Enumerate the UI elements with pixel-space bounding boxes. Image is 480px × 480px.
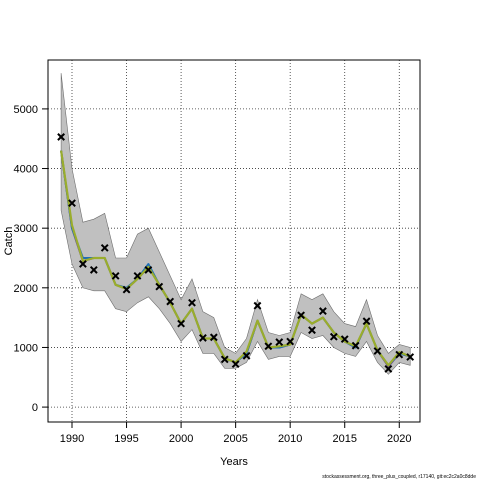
observed-point [329,332,338,341]
x-tick-label: 2000 [169,433,193,445]
observed-point [209,333,218,342]
series-lines-group [60,150,411,368]
observed-point [133,271,142,280]
y-tick-label: 1000 [14,342,38,354]
observed-point [395,350,404,359]
observed-point [384,365,393,373]
observed-point [340,335,349,344]
observed-point [199,334,207,342]
observed-point [57,133,65,141]
y-axis-title: Catch [3,227,15,256]
observed-point [275,338,284,346]
observed-point [100,243,109,252]
footnote-credit: stockassessment.org, three_plus_coupled,… [322,474,476,480]
x-axis: 1990 1995 2000 2005 2010 2015 2020 [60,422,412,445]
observed-point [166,297,175,306]
observed-point [242,351,251,360]
observed-point [122,285,131,294]
observed-point [319,307,327,315]
observed-point [177,319,185,328]
y-tick-label: 5000 [14,104,38,116]
confidence-band-group [60,73,411,375]
x-tick-label: 2015 [332,433,356,445]
x-axis-title: Years [220,456,248,468]
observed-point [373,347,382,355]
x-tick-label: 2005 [223,433,247,445]
observed-point [264,342,273,351]
observed-point [308,326,316,335]
confidence-band [60,73,411,375]
observed-point [406,353,415,361]
observed-point [68,199,76,208]
observed-point [286,337,295,346]
x-tick-label: 2010 [278,433,302,445]
observed-markers-group [57,133,415,373]
observed-point [111,271,120,280]
y-tick-label: 0 [32,402,38,414]
observed-point [351,341,360,350]
observed-point [155,282,164,291]
series-line-estimate-main [60,150,411,367]
y-axis: 0 1000 2000 3000 4000 5000 [14,104,48,414]
observed-point [362,317,371,326]
observed-point [231,360,240,369]
grid-lines [48,60,420,422]
observed-point [220,355,229,364]
observed-point [188,298,196,307]
observed-point [144,266,153,274]
y-tick-label: 4000 [14,164,38,176]
x-tick-label: 1990 [60,433,84,445]
y-tick-label: 3000 [14,223,38,235]
y-tick-label: 2000 [14,283,38,295]
observed-point [89,266,98,274]
plot-frame [47,59,421,423]
observed-point [253,301,262,310]
observed-point [297,311,305,320]
observed-point [79,260,87,268]
x-tick-label: 1995 [114,433,138,445]
x-tick-label: 2020 [387,433,411,445]
